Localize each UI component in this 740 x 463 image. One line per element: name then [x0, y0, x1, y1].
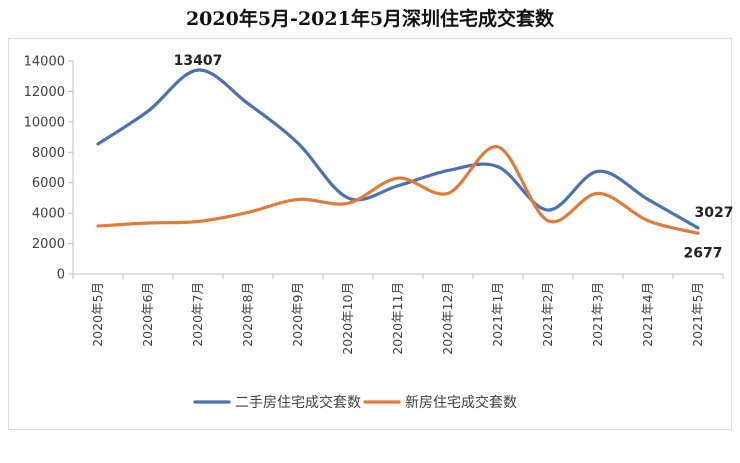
data-label: 2677 — [684, 245, 723, 261]
data-labels: 13407 3027 2677 — [174, 53, 734, 261]
y-tick-label: 2000 — [32, 237, 65, 252]
x-tick-label: 2020年5月 — [90, 282, 105, 347]
y-tick-label: 12000 — [24, 85, 65, 100]
legend-label: 新房住宅成交套数 — [405, 394, 517, 411]
axes: 0 2000 4000 6000 8000 10000 12000 14000 2020年5月 2… — [24, 55, 724, 355]
x-tick-label: 2021年4月 — [640, 282, 655, 347]
y-tick-label: 10000 — [24, 115, 65, 130]
chart-frame — [8, 38, 732, 430]
series-lines — [96, 68, 700, 235]
x-tick-label: 2020年7月 — [190, 282, 205, 347]
data-label: 13407 — [174, 53, 223, 69]
series-line-second-hand — [96, 68, 700, 230]
x-tick-label: 2021年2月 — [540, 282, 555, 347]
legend-label: 二手房住宅成交套数 — [235, 394, 361, 411]
x-tick-label: 2020年9月 — [290, 282, 305, 347]
y-tick-label: 4000 — [32, 207, 65, 222]
x-tick-label: 2021年3月 — [590, 282, 605, 347]
x-tick-label: 2020年12月 — [440, 282, 455, 355]
y-tick-label: 6000 — [32, 176, 65, 191]
x-tick-label: 2021年1月 — [490, 282, 505, 347]
x-tick-label: 2020年6月 — [140, 282, 155, 347]
y-tick-label: 14000 — [24, 55, 65, 70]
series-line-new-house — [96, 145, 700, 235]
y-tick-label: 0 — [57, 268, 65, 283]
legend: 二手房住宅成交套数 新房住宅成交套数 — [193, 394, 517, 411]
chart-title: 2020年5月-2021年5月深圳住宅成交套数 — [185, 8, 555, 30]
data-label: 3027 — [695, 205, 734, 221]
x-tick-label: 2020年10月 — [340, 282, 355, 355]
y-tick-label: 8000 — [32, 146, 65, 161]
x-tick-label: 2020年11月 — [390, 282, 405, 355]
x-tick-label: 2020年8月 — [240, 282, 255, 347]
x-tick-label: 2021年5月 — [690, 282, 705, 347]
